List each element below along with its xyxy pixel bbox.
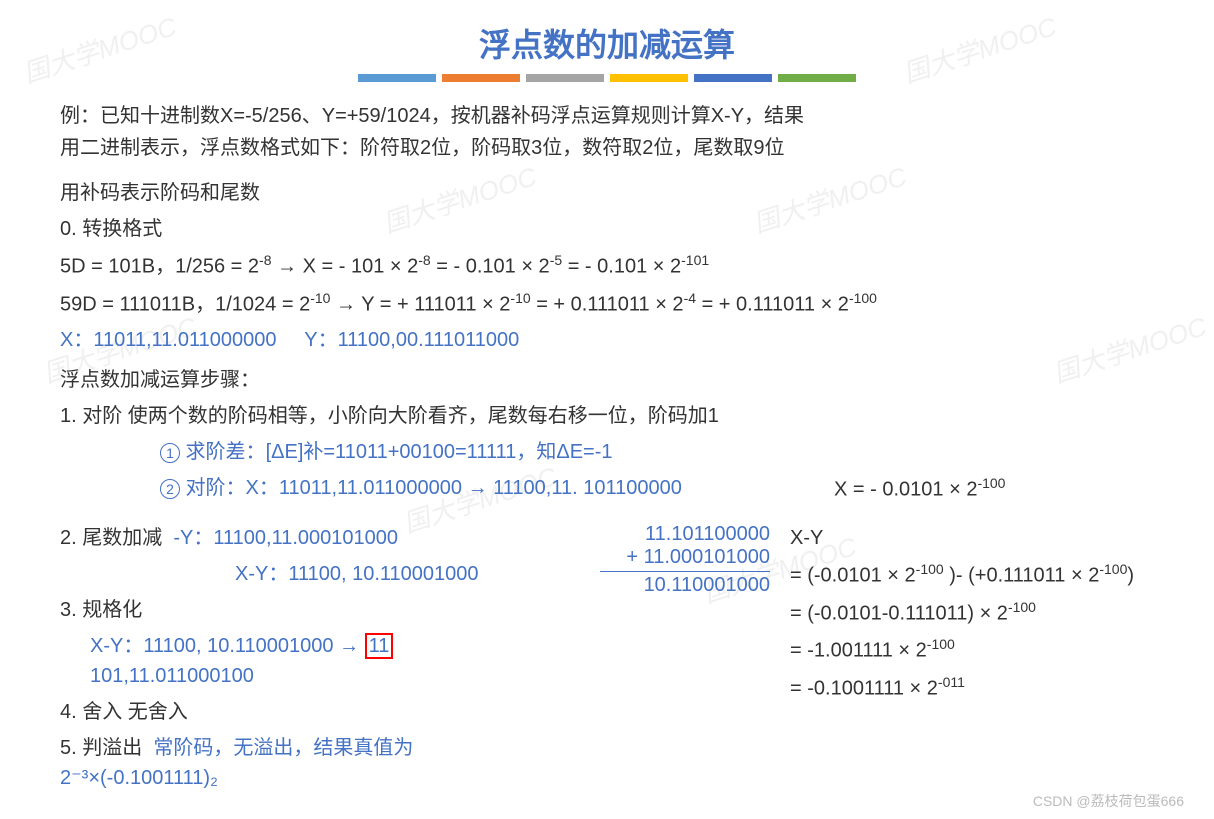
- step-1b: 2 对阶：X：11011,11.011000000 → 11100,11. 10…: [60, 473, 834, 503]
- section-header: 用补码表示阶码和尾数: [60, 178, 1154, 208]
- result-derivation: X-Y = (-0.0101 × 2-100 )- (+0.111011 × 2…: [790, 523, 1154, 710]
- conv-line-y: 59D = 111011B，1/1024 = 2-10 → Y = + 1110…: [60, 288, 1154, 320]
- color-bars: [60, 74, 1154, 82]
- bar-2: [442, 74, 520, 82]
- step-3-eq: X-Y：11100, 10.110001000 → 11101,11.01100…: [60, 631, 540, 691]
- bar-1: [358, 74, 436, 82]
- bar-6: [778, 74, 856, 82]
- xy-complement: X：11011,11.011000000 Y：11100,00.11101100…: [60, 325, 1154, 355]
- step-5: 5. 判溢出 常阶码，无溢出，结果真值为2⁻³×(-0.1001111)₂: [60, 733, 540, 793]
- problem-statement: 例：已知十进制数X=-5/256、Y=+59/1024，按机器补码浮点运算规则计…: [60, 100, 1154, 164]
- addition-work: 11.101100000 + 11.000101000 10.110001000: [540, 523, 790, 597]
- step-0-header: 0. 转换格式: [60, 214, 1154, 244]
- step-2-xy: X-Y：11100, 10.110001000: [60, 559, 540, 589]
- page-title: 浮点数的加减运算: [60, 20, 1154, 66]
- bar-3: [526, 74, 604, 82]
- step-1a: 1 求阶差：[ΔE]补=11011+00100=11111，知ΔE=-1: [60, 437, 1154, 467]
- step-3-header: 3. 规格化: [60, 595, 540, 625]
- step-1-right: X = - 0.0101 × 2-100: [834, 473, 1154, 505]
- problem-line2: 用二进制表示，浮点数格式如下：阶符取2位，阶码取3位，数符取2位，尾数取9位: [60, 132, 1154, 164]
- bar-5: [694, 74, 772, 82]
- steps-header: 浮点数加减运算步骤：: [60, 365, 1154, 395]
- step-4: 4. 舍入 无舍入: [60, 697, 540, 727]
- credit-text: CSDN @荔枝荷包蛋666: [1033, 791, 1184, 811]
- step-1: 1. 对阶 使两个数的阶码相等，小阶向大阶看齐，尾数每右移一位，阶码加1: [60, 401, 1154, 431]
- bar-4: [610, 74, 688, 82]
- conv-line-x: 5D = 101B，1/256 = 2-8 → X = - 101 × 2-8 …: [60, 250, 1154, 282]
- problem-line1: 例：已知十进制数X=-5/256、Y=+59/1024，按机器补码浮点运算规则计…: [60, 100, 1154, 132]
- step-2-header: 2. 尾数加减 -Y：11100,11.000101000: [60, 523, 540, 553]
